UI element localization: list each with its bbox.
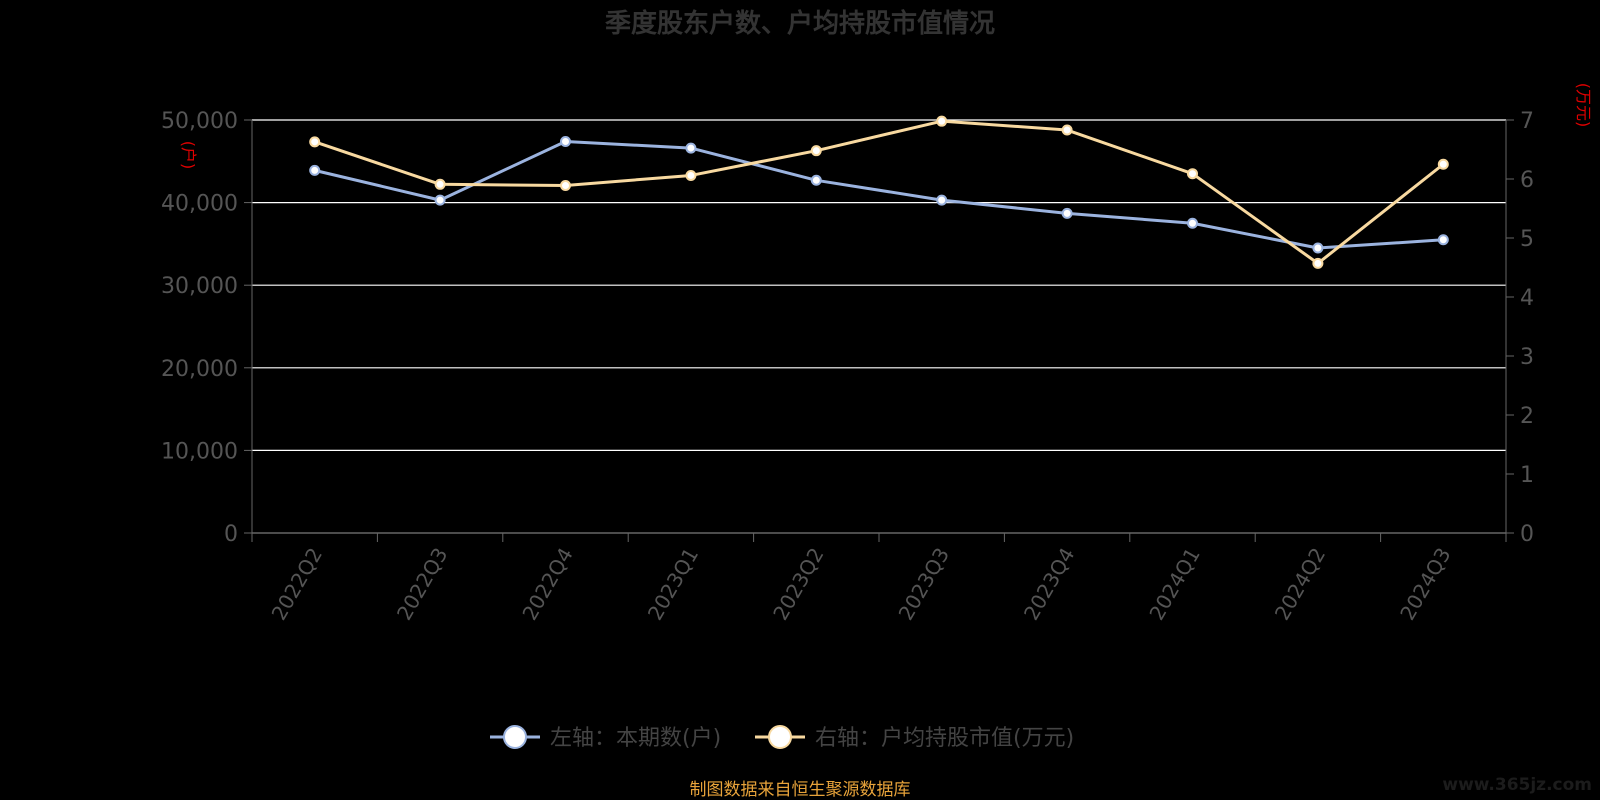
x-tick-label: 2023Q4 xyxy=(1019,544,1079,625)
left-tick-label: 30,000 xyxy=(161,274,238,299)
legend-label-left: 左轴：本期数(户) xyxy=(550,726,721,751)
data-point xyxy=(1437,234,1449,246)
left-tick-label: 40,000 xyxy=(161,192,238,217)
data-point xyxy=(936,194,948,206)
right-tick-label: 2 xyxy=(1520,404,1534,429)
x-tick-label: 2023Q1 xyxy=(643,544,703,625)
right-tick-label: 4 xyxy=(1520,286,1534,311)
data-point xyxy=(1061,207,1073,219)
left-tick-label: 10,000 xyxy=(161,439,238,464)
left-axis-unit: (户) xyxy=(179,141,198,170)
data-point xyxy=(1312,242,1324,254)
x-tick-label: 2022Q4 xyxy=(517,544,577,625)
left-tick-label: 20,000 xyxy=(161,357,238,382)
legend-marker-right xyxy=(768,725,792,749)
data-point xyxy=(936,115,948,127)
data-point xyxy=(1437,158,1449,170)
x-tick-label: 2023Q3 xyxy=(894,543,954,624)
legend-marker-left xyxy=(503,725,527,749)
right-axis: 0 1 2 3 4 5 6 7 xyxy=(1505,109,1534,547)
data-point xyxy=(1312,257,1324,269)
x-tick-label: 2022Q2 xyxy=(267,544,327,625)
right-tick-label: 3 xyxy=(1520,345,1534,370)
data-source-note: 制图数据来自恒生聚源数据库 xyxy=(690,780,911,800)
left-axis: 0 10,000 20,000 30,000 40,000 50,000 xyxy=(161,109,253,547)
data-point xyxy=(434,178,446,190)
data-point xyxy=(1061,124,1073,136)
data-point xyxy=(810,174,822,186)
x-tick-label: 2022Q3 xyxy=(392,544,452,625)
series-line-avg-value xyxy=(314,119,1445,265)
data-point xyxy=(309,136,321,148)
x-tick-label: 2024Q2 xyxy=(1270,544,1330,625)
legend-item-right-series[interactable]: 右轴：户均持股市值(万元) xyxy=(755,725,1074,751)
legend-label-right: 右轴：户均持股市值(万元) xyxy=(815,726,1074,751)
grid xyxy=(252,119,1506,451)
x-tick-label: 2024Q3 xyxy=(1395,544,1455,625)
data-point xyxy=(560,135,571,147)
x-axis: 2022Q2 2022Q3 2022Q4 2023Q1 2023Q2 2023Q3 2023… xyxy=(251,532,1507,625)
right-tick-label: 0 xyxy=(1520,522,1534,547)
right-axis-unit: (万元) xyxy=(1574,83,1593,128)
x-tick-label: 2023Q2 xyxy=(768,544,828,625)
data-point xyxy=(434,194,446,206)
data-point xyxy=(1187,168,1198,180)
legend-item-left-series[interactable]: 左轴：本期数(户) xyxy=(490,725,721,751)
legend: 左轴：本期数(户) 右轴：户均持股市值(万元) xyxy=(490,725,1074,751)
data-point xyxy=(810,145,822,157)
left-tick-label: 50,000 xyxy=(161,109,238,134)
data-point xyxy=(685,142,697,154)
right-tick-label: 5 xyxy=(1520,227,1534,252)
series-layer xyxy=(309,115,1449,269)
right-tick-label: 1 xyxy=(1520,463,1534,488)
series-line-holders xyxy=(314,139,1444,250)
x-tick-label: 2024Q1 xyxy=(1144,544,1204,625)
right-tick-label: 6 xyxy=(1520,168,1534,193)
chart-title: 季度股东户数、户均持股市值情况 xyxy=(605,8,995,39)
watermark: www.365jz.com xyxy=(1442,775,1592,795)
data-point xyxy=(685,169,697,181)
data-point xyxy=(309,164,321,176)
data-point xyxy=(1187,217,1198,229)
data-point xyxy=(560,179,571,191)
left-tick-label: 0 xyxy=(224,522,238,547)
right-tick-label: 7 xyxy=(1520,109,1534,134)
